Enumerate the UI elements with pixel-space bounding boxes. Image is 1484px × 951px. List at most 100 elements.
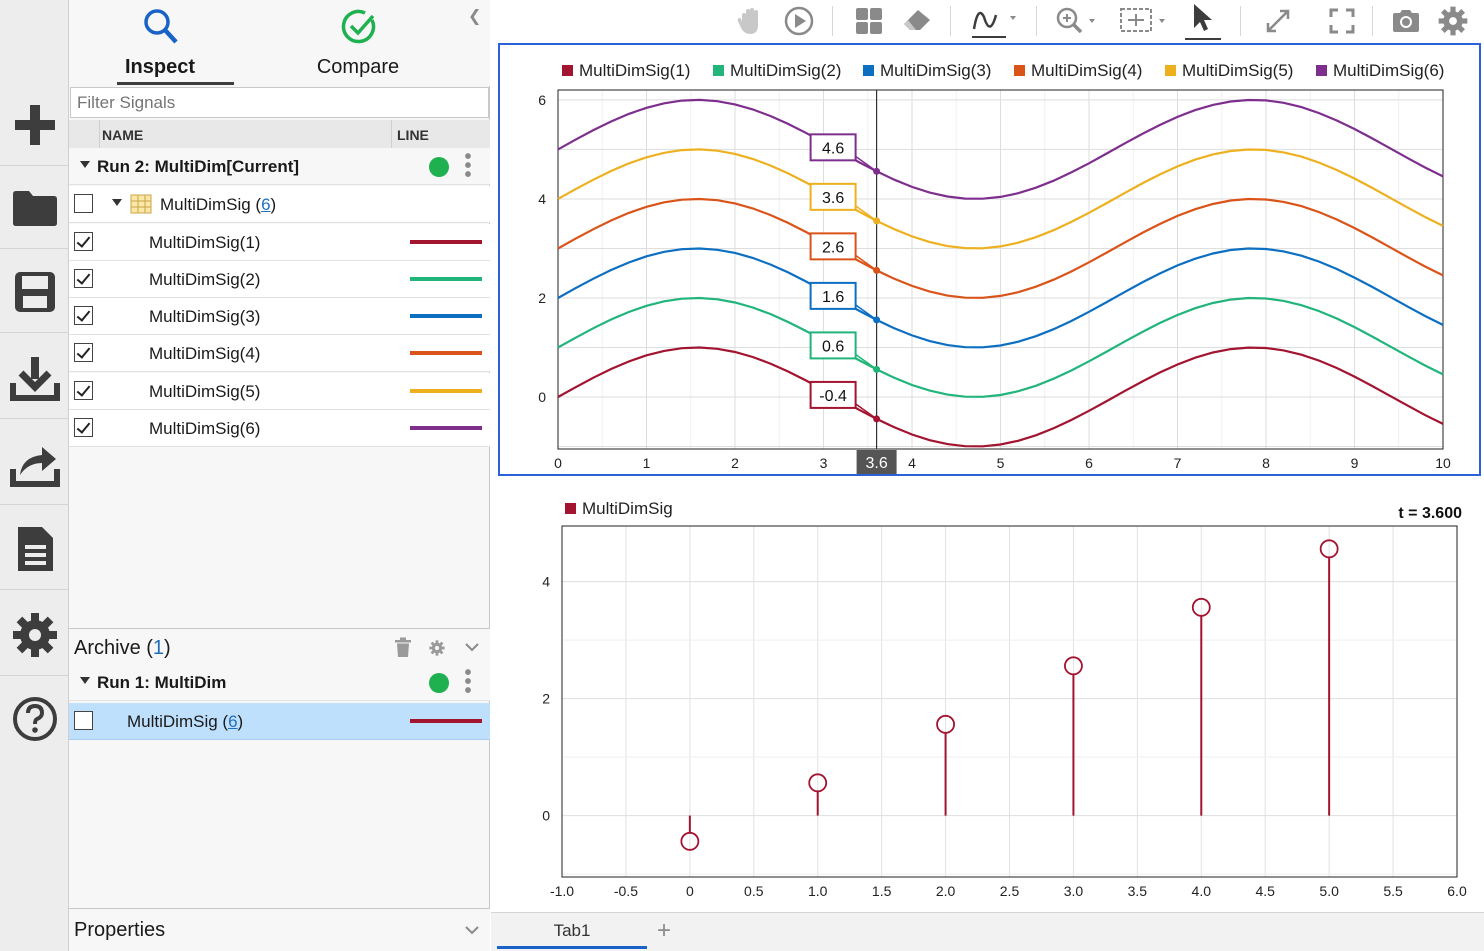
signal-checkbox[interactable] xyxy=(74,343,93,362)
check-circle-icon xyxy=(341,9,376,44)
signal-checkbox[interactable] xyxy=(74,381,93,400)
expand-icon xyxy=(1266,9,1290,33)
fullscreen-button[interactable] xyxy=(1325,3,1359,39)
tab-inspect[interactable]: Inspect xyxy=(85,0,235,86)
signal-checkbox[interactable] xyxy=(74,711,93,730)
archive-header[interactable]: Archive (1) xyxy=(69,628,490,666)
group-row[interactable]: MultiDimSig (6) xyxy=(69,186,490,223)
x-tick-label: -1.0 xyxy=(550,883,574,899)
settings-button[interactable] xyxy=(1436,3,1470,39)
line-swatch[interactable] xyxy=(410,426,482,430)
signal-checkbox[interactable] xyxy=(74,232,93,251)
run-options-button[interactable]: • • • xyxy=(464,146,472,186)
column-name[interactable]: NAME xyxy=(102,127,144,143)
report-button[interactable] xyxy=(0,508,69,590)
array-stem-chart[interactable]: -1.0 -0.5 0 0.5 1.0 1.5 2.0 2.5 3.0 3.5 4.0 4.5 5.0 5… xyxy=(498,490,1481,908)
open-button[interactable] xyxy=(0,167,69,249)
line-swatch[interactable] xyxy=(410,314,482,318)
run-options-button[interactable]: • • • xyxy=(464,662,472,702)
signal-checkbox[interactable] xyxy=(74,269,93,288)
archive-settings-icon[interactable] xyxy=(429,640,445,656)
signal-row[interactable]: MultiDimSig(5) xyxy=(69,373,490,410)
y-tick-label: 0 xyxy=(538,389,546,405)
filter-signals-input[interactable] xyxy=(70,87,489,118)
cursor-button[interactable] xyxy=(1183,3,1223,40)
signal-checkbox[interactable] xyxy=(74,306,93,325)
tab-tab1[interactable]: Tab1 xyxy=(497,913,647,951)
import-button[interactable] xyxy=(0,337,69,419)
signal-count-link[interactable]: 6 xyxy=(228,712,238,731)
help-icon xyxy=(12,697,57,741)
x-tick-label: 3 xyxy=(820,455,828,471)
properties-header[interactable]: Properties xyxy=(69,908,490,951)
plot-time-series[interactable]: 0 1 2 3 4 5 6 7 8 9 10 0 2 4 6 MultiDimSig(1) MultiDimSi… xyxy=(498,43,1481,476)
export-button[interactable] xyxy=(0,423,69,505)
cursor-value: 3.6 xyxy=(822,190,844,207)
clear-button[interactable] xyxy=(901,3,933,39)
visualization-menu-button[interactable] xyxy=(969,3,1023,39)
signal-row[interactable]: MultiDimSig(2) xyxy=(69,261,490,298)
tab-compare-label: Compare xyxy=(316,56,400,78)
run-row-archived[interactable]: Run 1: MultiDim • • • xyxy=(69,662,490,702)
expand-button[interactable] xyxy=(1261,3,1295,39)
x-tick-label: 2.0 xyxy=(936,883,956,899)
expand-caret[interactable] xyxy=(112,199,122,206)
cursor-leader xyxy=(855,155,878,172)
expand-caret[interactable] xyxy=(80,677,90,684)
save-button[interactable] xyxy=(0,251,69,333)
signal-row[interactable]: MultiDimSig(1) xyxy=(69,224,490,261)
chevron-down-icon[interactable] xyxy=(465,925,479,935)
signal-label: MultiDimSig(6) xyxy=(149,419,261,438)
plus-icon xyxy=(14,104,55,145)
play-icon xyxy=(784,6,814,36)
preferences-button[interactable] xyxy=(0,594,69,676)
series-line xyxy=(557,148,1444,250)
signal-row[interactable]: MultiDimSig(4) xyxy=(69,335,490,372)
zoom-button[interactable] xyxy=(1054,3,1104,39)
signal-checkbox[interactable] xyxy=(74,418,93,437)
trash-icon[interactable] xyxy=(394,637,412,658)
expand-caret[interactable] xyxy=(80,161,90,168)
line-swatch[interactable] xyxy=(410,351,482,355)
run-status-dot xyxy=(429,157,449,177)
time-series-chart[interactable]: 0 1 2 3 4 5 6 7 8 9 10 0 2 4 6 MultiDimSig(1) MultiDimSi… xyxy=(500,45,1479,474)
snapshot-button[interactable] xyxy=(1389,3,1423,39)
line-swatch[interactable] xyxy=(410,240,482,244)
new-session-button[interactable] xyxy=(0,84,69,166)
group-count-link[interactable]: 6 xyxy=(261,195,271,214)
column-separator xyxy=(391,120,392,150)
pan-button[interactable] xyxy=(734,3,766,39)
fit-icon xyxy=(1120,8,1165,32)
chevron-down-icon[interactable] xyxy=(465,642,479,652)
grid-icon xyxy=(130,194,152,214)
plot-toolbar xyxy=(491,0,1484,42)
plot-array[interactable]: -1.0 -0.5 0 0.5 1.0 1.5 2.0 2.5 3.0 3.5 4.0 4.5 5.0 5… xyxy=(498,490,1481,908)
column-line[interactable]: LINE xyxy=(397,127,429,143)
group-checkbox[interactable] xyxy=(74,194,93,213)
x-tick-label: 1.0 xyxy=(808,883,828,899)
add-tab-button[interactable]: + xyxy=(657,917,672,944)
fit-to-view-button[interactable] xyxy=(1118,3,1172,39)
line-swatch[interactable] xyxy=(410,719,482,723)
zoom-icon xyxy=(1056,7,1095,34)
run-row-current[interactable]: Run 2: MultiDim[Current] • • • xyxy=(69,146,490,186)
legend-swatch xyxy=(1014,65,1025,76)
camera-icon xyxy=(1393,10,1419,32)
signal-label: MultiDimSig(5) xyxy=(149,382,261,401)
cursor-value: -0.4 xyxy=(819,388,847,405)
line-swatch[interactable] xyxy=(410,277,482,281)
tab-compare[interactable]: Compare xyxy=(283,0,433,86)
collapse-panel-button[interactable]: ❮ xyxy=(468,8,482,25)
x-tick-label: 0 xyxy=(554,455,562,471)
column-separator xyxy=(99,120,100,150)
line-swatch[interactable] xyxy=(410,389,482,393)
signal-row[interactable]: MultiDimSig(3) xyxy=(69,298,490,335)
help-button[interactable] xyxy=(0,678,69,760)
signal-row-selected[interactable]: MultiDimSig (6) xyxy=(69,703,490,740)
layout-button[interactable] xyxy=(853,3,885,39)
play-button[interactable] xyxy=(781,3,817,39)
report-icon xyxy=(17,526,53,571)
signal-row[interactable]: MultiDimSig(6) xyxy=(69,410,490,447)
x-tick-label: 4 xyxy=(908,455,916,471)
